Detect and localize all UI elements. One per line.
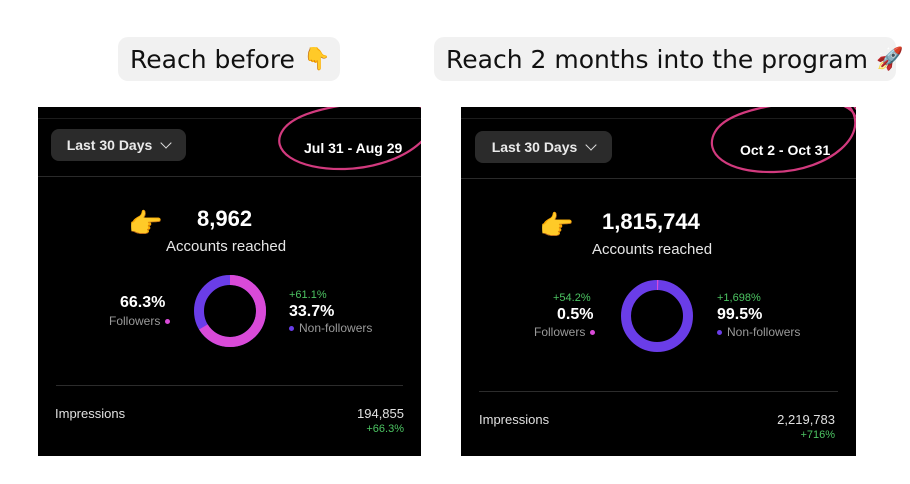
pointing-right-hand-icon: 👉 — [539, 210, 574, 241]
donut-followers-segment — [621, 280, 693, 352]
followers-percentage: 66.3% — [120, 294, 166, 311]
accounts-reached-label: Accounts reached — [166, 238, 287, 255]
chevron-down-icon — [585, 139, 597, 151]
non-followers-change: +1,698% — [717, 292, 761, 304]
non-followers-dot — [717, 329, 722, 335]
impressions-change: +716% — [800, 429, 835, 441]
non-followers-legend: Non-followers — [717, 325, 800, 339]
accounts-reached-count: 8,962 — [197, 206, 253, 231]
accounts-reached-label: Accounts reached — [592, 241, 713, 258]
top-divider — [38, 118, 421, 119]
accounts-reached-count: 1,815,744 — [602, 209, 700, 234]
followers-legend: Followers — [534, 325, 596, 339]
followers-percentage: 0.5% — [557, 306, 594, 323]
followers-change: +54.2% — [553, 292, 591, 304]
donut-non-followers-ring — [621, 280, 693, 352]
date-range-text: Oct 2 - Oct 31 — [740, 142, 831, 158]
impressions-divider — [56, 385, 403, 386]
followers-dot — [165, 318, 171, 324]
non-followers-legend: Non-followers — [289, 321, 372, 335]
caption-before-text: Reach before — [130, 44, 295, 74]
non-followers-change: +61.1% — [289, 289, 327, 301]
followers-dot — [590, 329, 596, 335]
caption-after: Reach 2 months into the program 🚀 — [434, 37, 903, 81]
impressions-change: +66.3% — [366, 423, 404, 435]
reach-donut-chart — [621, 280, 693, 352]
header-divider — [461, 178, 856, 179]
non-followers-dot — [289, 325, 294, 331]
caption-after-text: Reach 2 months into the program — [446, 44, 868, 74]
impressions-label: Impressions — [479, 412, 550, 427]
caption-before: Reach before 👇 — [118, 37, 340, 81]
impressions-label: Impressions — [55, 406, 126, 421]
followers-legend: Followers — [109, 314, 171, 328]
pointing-down-hand-icon: 👇 — [302, 46, 331, 72]
non-followers-label: Non-followers — [727, 325, 801, 339]
chevron-down-icon — [160, 137, 172, 149]
date-range-dropdown[interactable]: Last 30 Days — [51, 129, 186, 161]
date-range-dropdown-label: Last 30 Days — [491, 139, 578, 155]
donut-followers-segment — [194, 275, 266, 347]
reach-donut-chart — [194, 275, 266, 347]
impressions-divider — [479, 391, 838, 392]
impressions-value: 194,855 — [357, 406, 404, 421]
insights-panel-before: Last 30 Days Jul 31 - Aug 29 👉 8,962 Acc… — [38, 107, 421, 456]
insights-panel-after: Last 30 Days Oct 2 - Oct 31 👉 1,815,744 … — [461, 107, 856, 456]
pointing-right-hand-icon: 👉 — [128, 208, 163, 239]
top-divider — [461, 118, 856, 119]
date-range-dropdown[interactable]: Last 30 Days — [475, 131, 612, 163]
impressions-value: 2,219,783 — [777, 412, 835, 427]
non-followers-percentage: 99.5% — [717, 306, 763, 323]
rocket-icon: 🚀 — [875, 46, 904, 72]
header-divider — [38, 176, 421, 177]
date-range-dropdown-label: Last 30 Days — [66, 137, 153, 153]
non-followers-percentage: 33.7% — [289, 303, 335, 320]
followers-label: Followers — [109, 314, 161, 328]
followers-label: Followers — [534, 325, 586, 339]
date-range-text: Jul 31 - Aug 29 — [304, 140, 403, 156]
non-followers-label: Non-followers — [299, 321, 373, 335]
